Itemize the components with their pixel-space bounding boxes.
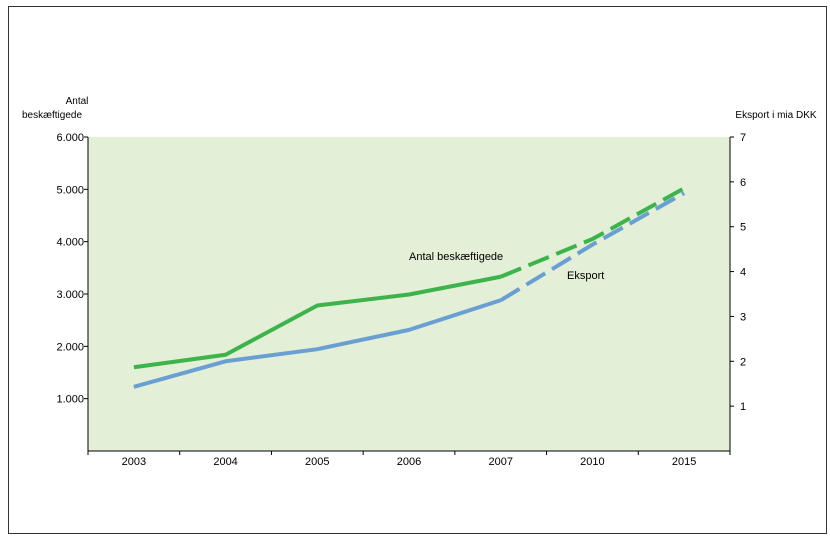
series-line-1-projected — [499, 191, 686, 302]
y-right-tick-label: 5 — [740, 222, 746, 234]
series-label-eksport: Eksport — [567, 270, 604, 282]
series-line-0-actual — [133, 274, 502, 370]
y-right-tick-label: 7 — [740, 132, 746, 144]
x-tick-label: 2015 — [672, 456, 696, 468]
y-left-tick-label: 2.000 — [56, 341, 84, 353]
y-right-tick-label: 6 — [740, 177, 746, 189]
series-label-antal-beskaeftigede: Antal beskæftigede — [409, 251, 503, 263]
y-axis-left-label-line2: beskæftigede — [22, 110, 82, 121]
y-left-tick-label: 6.000 — [56, 132, 84, 144]
x-tick-label: 2004 — [213, 456, 237, 468]
x-tick-label: 2005 — [305, 456, 329, 468]
y-right-tick-label: 1 — [740, 401, 746, 413]
x-tick-label: 2006 — [397, 456, 421, 468]
x-tick-label: 2007 — [488, 456, 512, 468]
y-right-tick-label: 4 — [740, 267, 746, 279]
y-left-tick-label: 5.000 — [56, 184, 84, 196]
y-right-tick-label: 2 — [740, 356, 746, 368]
y-axis-left-label: Antal — [66, 96, 89, 107]
series-line-0-projected — [499, 186, 686, 279]
series-line-1-actual — [133, 298, 502, 389]
y-left-tick-label: 4.000 — [56, 237, 84, 249]
x-tick-label: 2010 — [580, 456, 604, 468]
y-right-tick-label: 3 — [740, 311, 746, 323]
y-left-tick-label: 1.000 — [56, 394, 84, 406]
y-left-tick-label: 3.000 — [56, 289, 84, 301]
x-tick-label: 2003 — [122, 456, 146, 468]
y-axis-right-label: Eksport i mia DKK — [735, 110, 816, 121]
